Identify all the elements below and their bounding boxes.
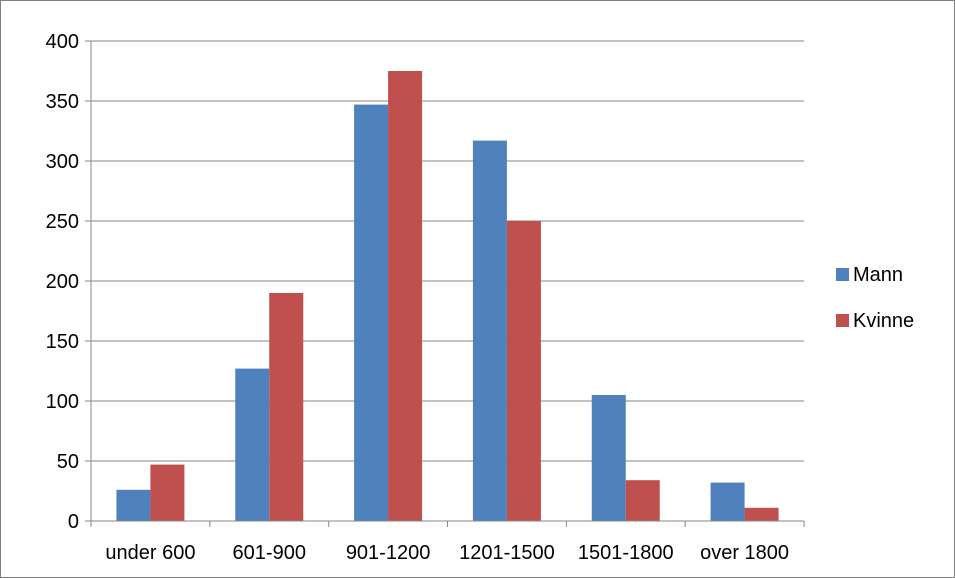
- x-tick-label: 1201-1500: [459, 542, 555, 564]
- y-tick-label: 400: [46, 31, 79, 53]
- x-tick-label: over 1800: [700, 542, 789, 564]
- y-tick-label: 200: [46, 271, 79, 293]
- y-tick-label: 150: [46, 331, 79, 353]
- y-tick-label: 0: [68, 511, 79, 533]
- bar-mann-0: [116, 489, 151, 521]
- y-tick-label: 100: [46, 391, 79, 413]
- y-tick-label: 250: [46, 211, 79, 233]
- bar-kvinne-4: [625, 480, 660, 521]
- legend-label-mann: Mann: [853, 264, 903, 286]
- y-tick-label: 350: [46, 91, 79, 113]
- bar-mann-5: [710, 482, 745, 521]
- legend-swatch-kvinne: [836, 314, 849, 327]
- legend-swatch-mann: [836, 268, 849, 281]
- bar-mann-3: [472, 140, 507, 521]
- bar-kvinne-1: [269, 293, 304, 521]
- bar-kvinne-3: [506, 221, 541, 521]
- y-tick-label: 50: [57, 451, 79, 473]
- legend: Mann Kvinne: [836, 264, 914, 332]
- bars: [116, 71, 779, 521]
- x-tick-label: 601-900: [233, 542, 306, 564]
- x-tick-label: under 600: [105, 542, 195, 564]
- bar-kvinne-0: [150, 464, 185, 521]
- legend-label-kvinne: Kvinne: [853, 310, 914, 332]
- bar-kvinne-2: [388, 71, 423, 521]
- y-tick-label: 300: [46, 151, 79, 173]
- bar-mann-4: [591, 395, 626, 521]
- x-tick-label: 1501-1800: [578, 542, 674, 564]
- x-tick-label: 901-1200: [346, 542, 431, 564]
- bar-mann-1: [235, 368, 270, 521]
- gridlines: [91, 40, 804, 462]
- bar-kvinne-5: [744, 507, 779, 521]
- bar-mann-2: [354, 104, 389, 521]
- axes: 0 50 100 150 200 250 300 350 400 under 600 601-900…: [46, 31, 805, 564]
